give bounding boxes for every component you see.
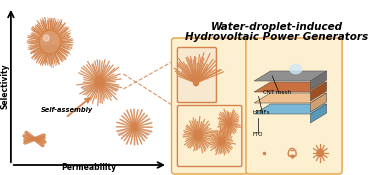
Circle shape (226, 120, 231, 126)
Ellipse shape (34, 46, 66, 54)
Text: HTNFs: HTNFs (252, 110, 270, 114)
Text: CNT mesh: CNT mesh (263, 90, 291, 96)
Polygon shape (254, 71, 327, 81)
FancyBboxPatch shape (177, 47, 217, 103)
FancyBboxPatch shape (172, 38, 248, 174)
Polygon shape (310, 71, 327, 90)
Text: Hydrovoltaic Power Generators: Hydrovoltaic Power Generators (185, 32, 368, 42)
Circle shape (195, 132, 201, 138)
Text: FTO: FTO (252, 131, 263, 137)
Polygon shape (310, 104, 327, 123)
Circle shape (96, 77, 104, 87)
Circle shape (219, 138, 224, 144)
Text: Water-droplet-induced: Water-droplet-induced (211, 22, 343, 32)
Polygon shape (254, 104, 327, 114)
Ellipse shape (290, 64, 302, 74)
FancyBboxPatch shape (246, 38, 342, 174)
Circle shape (43, 35, 49, 41)
Polygon shape (254, 93, 327, 103)
Circle shape (317, 149, 324, 157)
Polygon shape (310, 93, 327, 112)
Text: Selectivity: Selectivity (1, 63, 10, 109)
Polygon shape (254, 82, 327, 92)
Ellipse shape (82, 84, 118, 92)
Ellipse shape (118, 130, 151, 136)
Text: Permeability: Permeability (61, 163, 116, 172)
Circle shape (194, 80, 198, 86)
Polygon shape (310, 82, 327, 101)
Circle shape (133, 125, 136, 129)
Text: Self-assembly: Self-assembly (41, 107, 93, 113)
Circle shape (39, 30, 60, 54)
